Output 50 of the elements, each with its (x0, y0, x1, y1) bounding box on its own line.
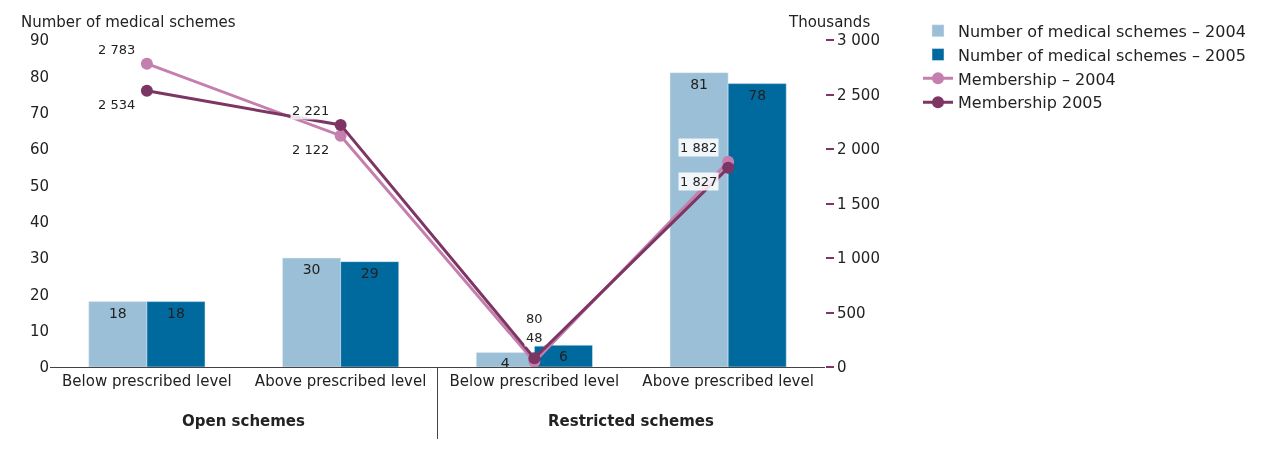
y2-axis-title: Thousands (788, 13, 871, 31)
data-label: 78 (748, 86, 767, 103)
legend-label: Membership 2005 (958, 93, 1103, 113)
data-label: 18 (167, 304, 185, 321)
x-tick-label: Above prescribed level (642, 372, 814, 390)
text: Open schemes (182, 412, 306, 430)
legend-label: Membership – 2004 (958, 69, 1116, 89)
y-tick-label: 0 (39, 358, 49, 377)
data-label: 2 122 (292, 142, 330, 157)
point (140, 57, 153, 70)
data-label: 4 (500, 355, 510, 372)
y-tick-label: 10 (29, 321, 49, 340)
legend-label: Number of medical schemes – 2005 (958, 45, 1246, 65)
data-label: 81 (690, 75, 708, 92)
y-tick-label: 30 (29, 249, 49, 268)
point (334, 118, 347, 131)
x-tick-label: Below prescribed level (62, 372, 232, 390)
y2-tick-label: 1 500 (837, 194, 880, 213)
y-tick-label: 20 (29, 285, 49, 304)
data-label: 30 (302, 261, 321, 277)
y2-tick-label: 2 500 (837, 85, 880, 104)
text: Restricted schemes (548, 412, 715, 430)
y-tick-label: 40 (29, 212, 49, 231)
y-tick-label: 80 (29, 67, 49, 86)
y-axis-title: Number of medical schemes (21, 13, 236, 31)
point (140, 84, 153, 97)
data-label: 2 221 (292, 103, 330, 118)
y-tick-label: 60 (29, 140, 49, 159)
x-tick-label: Above prescribed level (254, 372, 427, 390)
data-label: 1 882 (680, 140, 718, 155)
data-label: 29 (360, 264, 379, 281)
y2-tick-label: 3 000 (837, 31, 880, 50)
y2-tick-label: 2 000 (837, 140, 880, 159)
data-label: 80 (526, 311, 543, 326)
data-label: 2 534 (98, 97, 136, 112)
x-tick-label: Below prescribed level (449, 372, 620, 390)
y-tick-label: 90 (29, 31, 49, 50)
data-label: 48 (526, 330, 543, 345)
y-tick-label: 70 (29, 103, 49, 122)
point (334, 129, 347, 142)
legend-label: Number of medical schemes – 2004 (958, 21, 1246, 41)
data-label: 2 783 (98, 42, 136, 57)
data-label: 6 (558, 348, 568, 365)
point (722, 161, 735, 174)
y-tick-label: 50 (29, 176, 49, 195)
data-label: 18 (108, 304, 127, 321)
y2-tick-label: 500 (837, 303, 866, 322)
y2-tick-label: 1 000 (837, 249, 880, 268)
y2-tick-label: 0 (837, 358, 847, 377)
data-label: 1 827 (680, 174, 718, 189)
